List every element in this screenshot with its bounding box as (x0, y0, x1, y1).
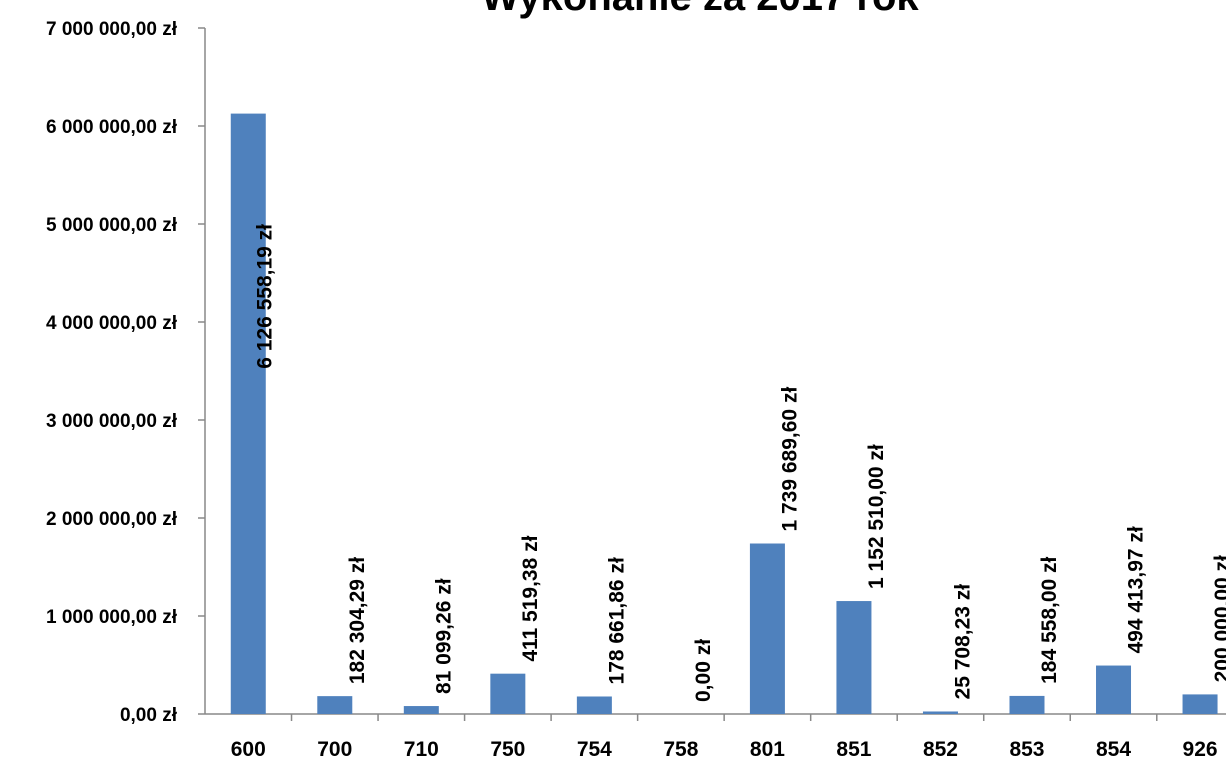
x-tick-label: 854 (1096, 738, 1131, 761)
bar (1096, 665, 1132, 714)
bar (230, 113, 266, 715)
x-tick-label: 600 (231, 738, 266, 761)
data-label: 1 152 510,00 zł (865, 444, 888, 589)
y-axis-ticks: 0,00 zł 1 000 000,00 zł 2 000 000,00 zł 3 0… (46, 19, 205, 726)
bar (836, 601, 872, 714)
data-label: 182 304,29 zł (346, 557, 369, 684)
data-label: 0,00 zł (692, 639, 715, 702)
bar (317, 696, 353, 714)
data-labels: 6 126 558,19 zł 182 304,29 zł 81 099,26 zł… (253, 224, 1226, 702)
bar-series (230, 113, 1218, 715)
x-tick-label: 754 (577, 738, 612, 761)
bar (490, 673, 526, 714)
data-label: 494 413,97 zł (1125, 526, 1148, 653)
bar (576, 696, 612, 714)
bar (1182, 694, 1218, 714)
x-tick-label: 926 (1183, 738, 1218, 761)
y-tick-label: 0,00 zł (120, 705, 178, 726)
bar (922, 711, 958, 714)
y-tick-label: 5 000 000,00 zł (46, 215, 178, 236)
data-label: 1 739 689,60 zł (778, 387, 801, 532)
y-tick-label: 1 000 000,00 zł (46, 607, 178, 628)
x-tick-label: 853 (1009, 738, 1044, 761)
x-tick-label: 700 (317, 738, 352, 761)
y-tick-label: 2 000 000,00 zł (46, 509, 178, 530)
x-axis-ticks: 600 700 710 750 754 758 801 851 852 853 854 926 (231, 714, 1218, 761)
x-tick-label: 851 (836, 738, 871, 761)
data-label: 81 099,26 zł (432, 578, 455, 694)
bar (749, 543, 785, 714)
x-tick-label: 758 (663, 738, 698, 761)
data-label: 411 519,38 zł (519, 535, 542, 661)
y-tick-label: 6 000 000,00 zł (46, 117, 178, 138)
data-label: 25 708,23 zł (951, 584, 974, 700)
x-tick-label: 710 (404, 738, 439, 761)
bar (403, 706, 439, 714)
x-tick-label: 852 (923, 738, 958, 761)
data-label: 6 126 558,19 zł (253, 224, 276, 369)
x-tick-label: 801 (750, 738, 785, 761)
x-tick-label: 750 (490, 738, 525, 761)
data-label: 178 661,86 zł (605, 557, 628, 684)
data-label: 184 558,00 zł (1038, 556, 1061, 683)
y-tick-label: 7 000 000,00 zł (46, 19, 178, 40)
y-tick-label: 4 000 000,00 zł (46, 313, 178, 334)
data-label: 200 000,00 zł (1211, 555, 1226, 682)
bar (1009, 695, 1045, 714)
chart-title: Wykonanie za 2017 rok (481, 0, 919, 19)
y-tick-label: 3 000 000,00 zł (46, 411, 178, 432)
